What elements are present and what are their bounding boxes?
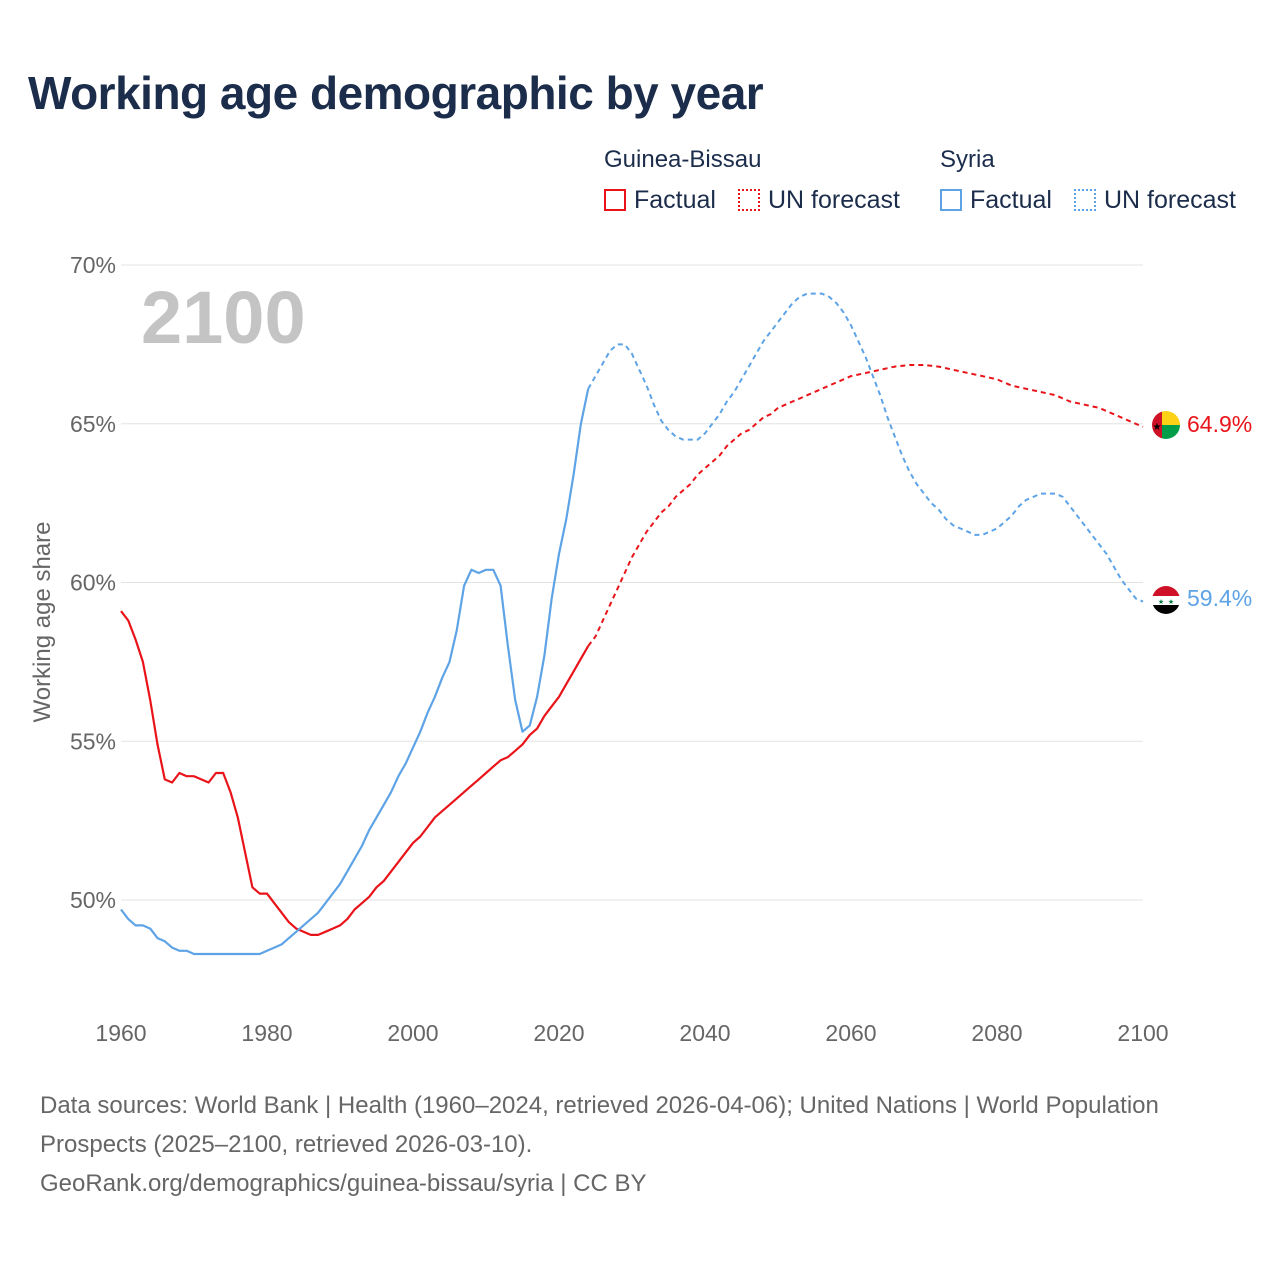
y-axis-ticks: 50% 55% 60% 65% 70% [70,252,116,913]
y-tick-label: 70% [70,252,116,278]
syria-end-label: 59.4% [1187,585,1252,611]
data-sources: Data sources: World Bank | Health (1960–… [40,1092,1159,1158]
y-tick-label: 60% [70,570,116,596]
legend-syria-title: Syria [940,146,995,173]
guinea-bissau-forecast-line [587,364,1144,647]
syria-flag-icon: ★ ★ [1152,586,1180,614]
guinea-bissau-end-label: 64.9% [1187,411,1252,437]
x-tick-label: 2060 [825,1020,876,1046]
legend-swatch-syria-factual [940,189,962,211]
x-tick-label: 2020 [533,1020,584,1046]
line-chart: 2100 Working age share 50% 55% 60% 65% 70% 1… [29,252,1252,1046]
legend-syria-forecast[interactable]: UN forecast [1074,186,1236,214]
guinea-bissau-flag-icon: ★ [1152,411,1180,439]
x-tick-label: 2000 [387,1020,438,1046]
grid-lines [121,264,1143,901]
svg-text:★: ★ [1168,598,1174,606]
legend-label: UN forecast [768,185,900,214]
x-axis-ticks: 1960 1980 2000 2020 2040 2060 2080 2100 [95,1020,1168,1046]
svg-text:★: ★ [1158,598,1164,606]
legend-label: Factual [970,185,1052,214]
guinea-bissau-factual-line [120,610,590,936]
legend-label: Factual [634,185,716,214]
legend-guinea-bissau-factual[interactable]: Factual [604,186,716,214]
x-tick-label: 1960 [95,1020,146,1046]
footer: Data sources: World Bank | Health (1960–… [40,1086,1240,1203]
series-lines [120,292,1144,956]
current-year-label: 2100 [141,276,306,359]
legend-swatch-syria-forecast [1074,189,1096,211]
x-tick-label: 1980 [241,1020,292,1046]
legend-guinea-bissau-forecast[interactable]: UN forecast [738,186,900,214]
y-axis-title: Working age share [29,522,56,723]
legend-guinea-bissau-title: Guinea-Bissau [604,146,762,173]
legend-label: UN forecast [1104,185,1236,214]
x-tick-label: 2040 [679,1020,730,1046]
svg-text:★: ★ [1153,422,1162,433]
x-tick-label: 2100 [1117,1020,1168,1046]
legend-swatch-guinea-forecast [738,189,760,211]
x-tick-label: 2080 [971,1020,1022,1046]
attribution-link[interactable]: GeoRank.org/demographics/guinea-bissau/s… [40,1170,647,1197]
page-title: Working age demographic by year [28,67,764,119]
syria-factual-line [120,388,590,956]
syria-forecast-line [587,292,1144,603]
legend-syria-factual[interactable]: Factual [940,186,1052,214]
y-tick-label: 50% [70,887,116,913]
y-tick-label: 65% [70,411,116,437]
legend-swatch-guinea-factual [604,189,626,211]
y-tick-label: 55% [70,728,116,754]
